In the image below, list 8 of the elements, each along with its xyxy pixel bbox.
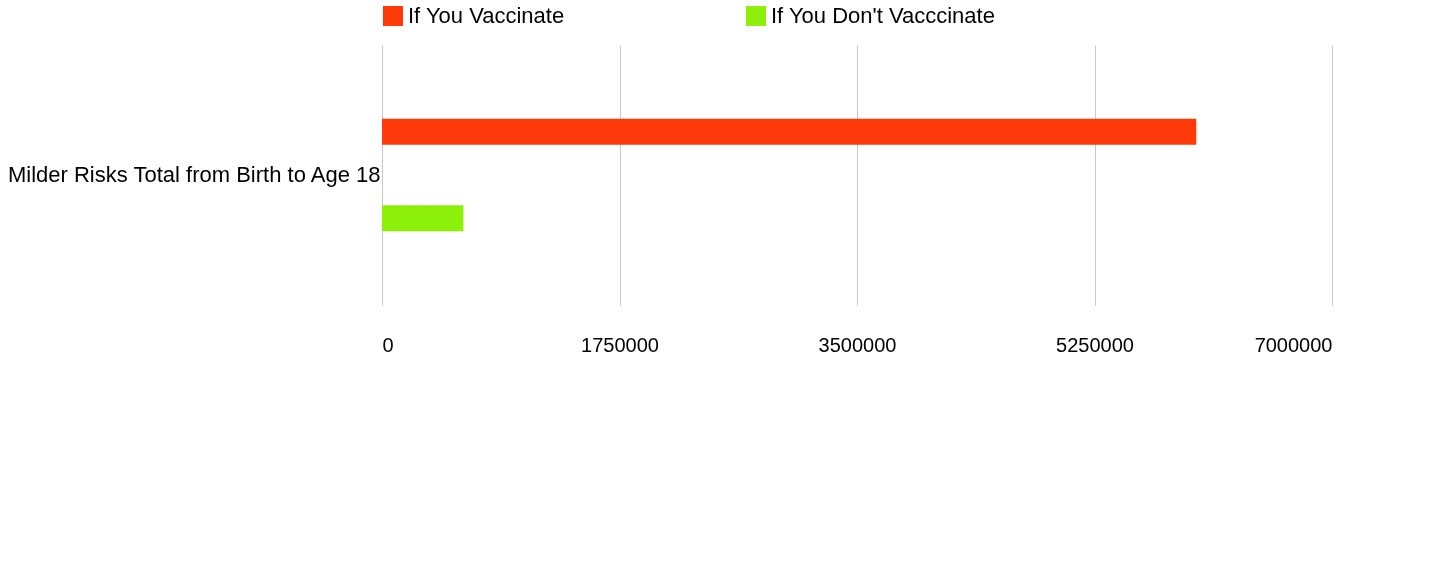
x-tick-label: 5250000: [1056, 333, 1134, 356]
x-tick-label: 1750000: [581, 333, 659, 356]
legend-label: If You Don't Vacccinate: [771, 3, 995, 28]
x-tick-label: 0: [382, 333, 394, 356]
x-tick-label: 3500000: [818, 333, 897, 356]
y-tick-label: Milder Risks Total from Birth to Age 18: [7, 162, 381, 187]
legend-label: If You Vaccinate: [408, 3, 565, 28]
x-tick-label: 7000000: [1254, 333, 1333, 356]
